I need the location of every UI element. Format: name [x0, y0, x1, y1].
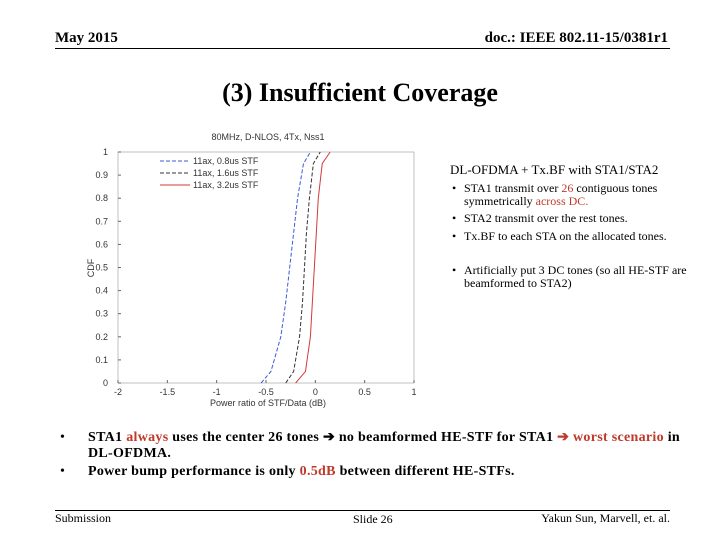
bullet-dot: •	[60, 430, 65, 445]
y-tick-label: 1	[103, 147, 108, 157]
text: in DL-OFDMA.	[88, 430, 680, 461]
text: STA1 transmit over	[464, 181, 562, 195]
text: always	[126, 430, 169, 445]
chart: 80MHz, D-NLOS, 4Tx, Nss1 Power ratio of …	[86, 132, 417, 408]
legend-label: 11ax, 1.6us STF	[193, 168, 259, 178]
bullet-dot: •	[60, 464, 65, 479]
x-tick-label: -1.5	[160, 387, 176, 397]
y-tick-label: 0.6	[95, 239, 108, 249]
y-tick-label: 0.1	[95, 355, 108, 365]
plot-frame	[117, 151, 415, 384]
y-axis-label: CDF	[86, 258, 96, 277]
footer-left: Submission	[55, 511, 112, 525]
cdf-line	[295, 151, 331, 384]
notes-heading: DL-OFDMA + Tx.BF with STA1/STA2	[450, 162, 659, 177]
x-tick-label: -1	[213, 387, 221, 397]
text: 26	[561, 181, 574, 195]
cdf-line	[260, 151, 311, 384]
y-tick-label: 0.7	[95, 216, 108, 226]
footer-right: Yakun Sun, Marvell, et. al.	[541, 511, 670, 525]
legend-label: 11ax, 3.2us STF	[193, 180, 259, 190]
x-axis-label: Power ratio of STF/Data (dB)	[210, 398, 326, 408]
text: uses the center 26 tones	[168, 430, 323, 445]
note-bullet: Tx.BF to each STA on the allocated tones…	[452, 229, 692, 244]
text: 0.5dB	[299, 464, 336, 479]
text: Artificially put 3 DC tones (so all HE-S…	[464, 263, 687, 290]
y-tick-label: 0.2	[95, 332, 108, 342]
x-tick-label: 0	[313, 387, 318, 397]
y-tick-label: 0.8	[95, 193, 108, 203]
y-tick-label: 0.3	[95, 309, 108, 319]
x-tick-label: 1	[411, 387, 416, 397]
x-tick-label: -2	[114, 387, 122, 397]
header-date: May 2015	[55, 30, 118, 46]
y-tick-label: 0.9	[95, 170, 108, 180]
note-bullet: Artificially put 3 DC tones (so all HE-S…	[452, 263, 692, 290]
footer-rule	[55, 510, 670, 511]
text: Tx.BF to each STA on the allocated tones…	[464, 229, 667, 243]
arrow: ➔	[322, 430, 336, 445]
cdf-line	[285, 151, 321, 384]
y-tick-label: 0	[103, 378, 108, 388]
text: between different HE-STFs.	[335, 464, 515, 479]
bullet: Power bump performance is only 0.5dB bet…	[88, 464, 688, 480]
footer-center: Slide 26	[353, 512, 393, 526]
text: Power bump performance is only	[88, 464, 300, 479]
text: STA2 transmit over the rest tones.	[464, 211, 628, 225]
legend-label: 11ax, 0.8us STF	[193, 156, 259, 166]
note-bullet: STA1 transmit over 26 contiguous tones s…	[452, 181, 692, 208]
x-tick-label: -0.5	[258, 387, 274, 397]
chart-title: 80MHz, D-NLOS, 4Tx, Nss1	[211, 132, 324, 142]
arrow: ➔	[557, 430, 570, 445]
x-tick-label: 0.5	[358, 387, 371, 397]
y-tick-label: 0.4	[95, 286, 108, 296]
slide-title: (3) Insufficient Coverage	[222, 78, 498, 107]
y-tick-label: 0.5	[95, 263, 108, 273]
header-doc: doc.: IEEE 802.11-15/0381r1	[484, 30, 668, 46]
text: contiguous tones symmetrically	[464, 181, 658, 208]
bullet: STA1 always uses the center 26 tones ➔ n…	[88, 430, 688, 462]
note-bullet: STA2 transmit over the rest tones.	[452, 211, 692, 226]
text: STA1	[88, 430, 127, 445]
text: no beamformed HE-STF for STA1	[335, 430, 558, 445]
text: across DC.	[535, 194, 589, 208]
text: worst scenario	[569, 430, 664, 445]
header-rule	[55, 48, 670, 49]
